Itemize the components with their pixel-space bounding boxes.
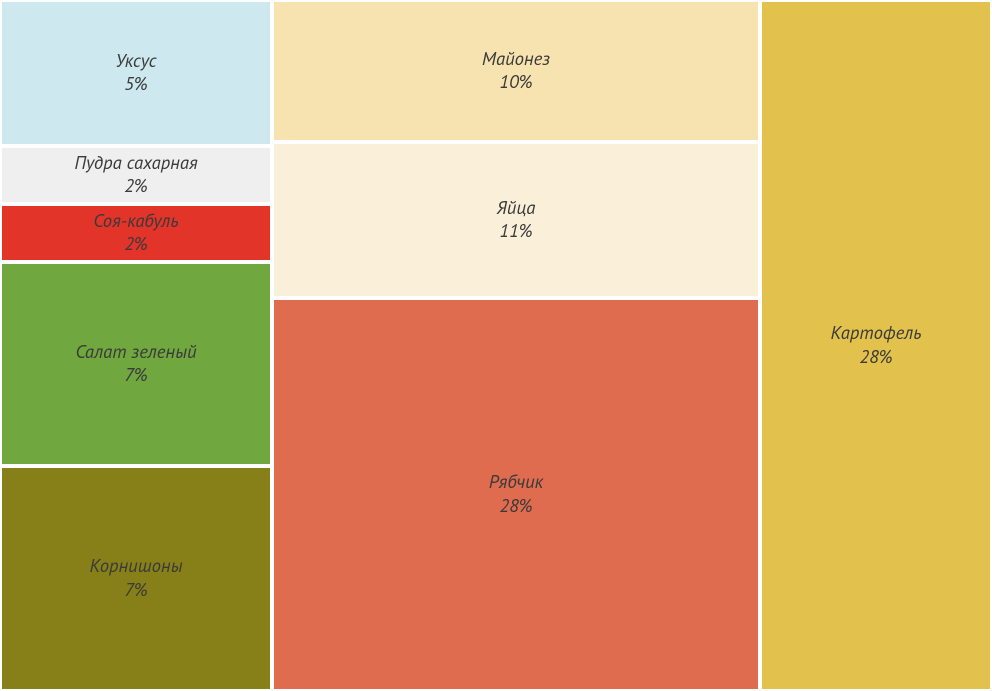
cell-gherkins: Корнишоны7% — [0, 466, 272, 691]
cell-label: Соя-кабуль — [93, 210, 178, 233]
cell-lettuce: Салат зеленый7% — [0, 262, 272, 466]
cell-ryabchik: Рябчик28% — [272, 298, 760, 691]
cell-label: Картофель — [831, 322, 922, 345]
cell-label: Уксус — [115, 50, 156, 73]
cell-mayo: Майонез10% — [272, 0, 760, 142]
cell-pct: 2% — [124, 233, 147, 256]
cell-potato: Картофель28% — [760, 0, 992, 691]
cell-pct: 28% — [859, 346, 892, 369]
cell-vinegar: Уксус5% — [0, 0, 272, 146]
cell-label: Корнишоны — [89, 555, 182, 578]
cell-pct: 11% — [499, 220, 532, 243]
cell-label: Рябчик — [489, 471, 544, 494]
cell-pct: 5% — [124, 73, 147, 96]
cell-pct: 28% — [499, 495, 532, 518]
cell-pct: 7% — [124, 364, 147, 387]
cell-soy: Соя-кабуль2% — [0, 204, 272, 262]
cell-pct: 10% — [499, 71, 532, 94]
cell-label: Яйца — [497, 197, 536, 220]
cell-sugar: Пудра сахарная2% — [0, 146, 272, 204]
cell-label: Пудра сахарная — [74, 152, 197, 175]
cell-eggs: Яйца11% — [272, 142, 760, 298]
cell-label: Майонез — [482, 48, 550, 71]
marimekko-chart: Картофель28%Майонез10%Яйца11%Рябчик28%Ук… — [0, 0, 992, 691]
cell-pct: 7% — [124, 579, 147, 602]
cell-label: Салат зеленый — [75, 341, 196, 364]
cell-pct: 2% — [124, 175, 147, 198]
